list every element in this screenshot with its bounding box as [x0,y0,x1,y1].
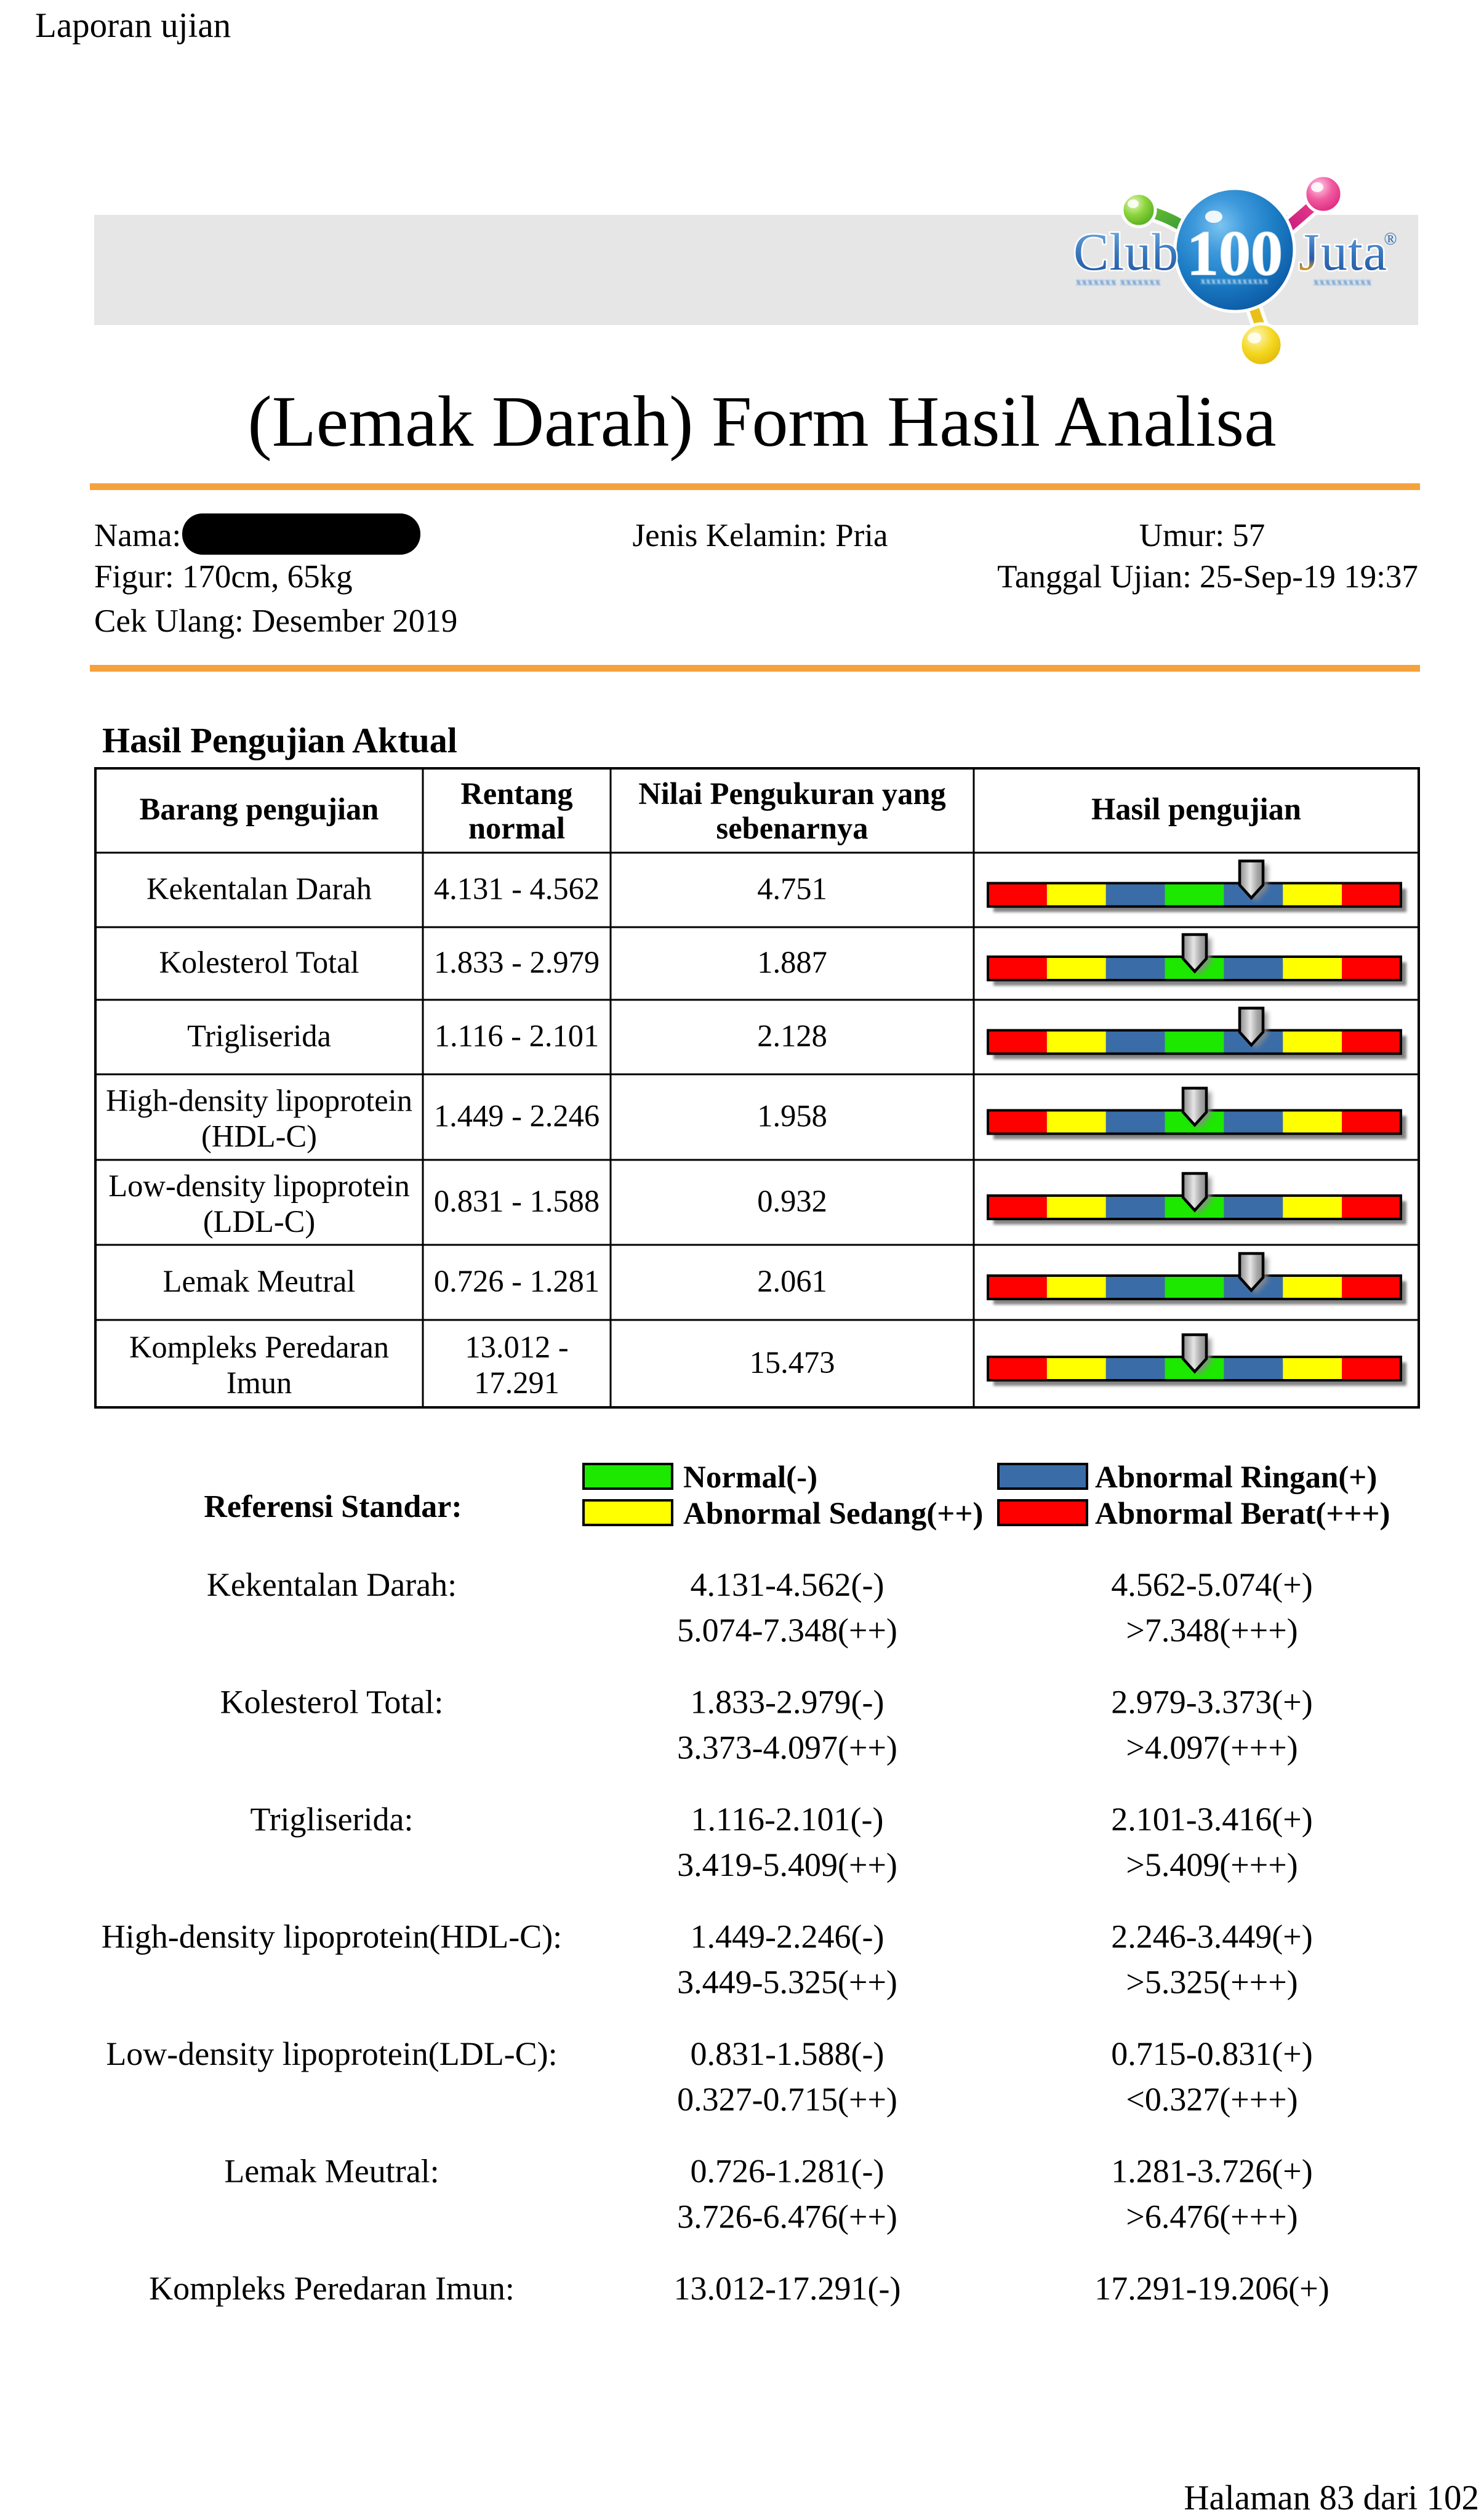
svg-text:1.449-2.246(-): 1.449-2.246(-) [691,1918,884,1955]
svg-text:Trigliserida:: Trigliserida: [250,1801,413,1838]
svg-text:0.726 - 1.281: 0.726 - 1.281 [434,1264,600,1298]
svg-text:normal: normal [468,811,565,845]
svg-text:(LDL-C): (LDL-C) [203,1204,315,1239]
svg-text:0.831 - 1.588: 0.831 - 1.588 [434,1184,600,1218]
svg-text:17.291: 17.291 [474,1366,560,1400]
svg-text:1.887: 1.887 [757,945,827,979]
svg-text:>7.348(+++): >7.348(+++) [1126,1612,1297,1649]
svg-text:1.449 - 2.246: 1.449 - 2.246 [434,1099,600,1133]
svg-text:13.012 -: 13.012 - [465,1330,568,1364]
svg-text:Nilai Pengukuran yang: Nilai Pengukuran yang [638,776,946,811]
svg-text:3.449-5.325(++): 3.449-5.325(++) [677,1964,897,2001]
svg-text:Abnormal Berat(+++): Abnormal Berat(+++) [1095,1497,1390,1531]
svg-text:Nama:: Nama: [94,518,181,553]
svg-text:0.831-1.588(-): 0.831-1.588(-) [691,2035,884,2072]
svg-text:>4.097(+++): >4.097(+++) [1126,1729,1297,1766]
svg-text:<0.327(+++): <0.327(+++) [1126,2081,1297,2118]
svg-text:Trigliserida: Trigliserida [187,1019,331,1053]
svg-text:3.373-4.097(++): 3.373-4.097(++) [677,1729,897,1766]
svg-text:Cek Ulang: Desember 2019: Cek Ulang: Desember 2019 [94,603,457,639]
svg-text:Tanggal Ujian: 25-Sep-19 19:37: Tanggal Ujian: 25-Sep-19 19:37 [997,559,1418,595]
svg-text:xxxxxxxxxx: xxxxxxxxxx [1314,276,1372,288]
svg-text:sebenarnya: sebenarnya [716,811,868,845]
svg-text:1.116-2.101(-): 1.116-2.101(-) [691,1801,884,1838]
svg-text:1.116 - 2.101: 1.116 - 2.101 [435,1019,599,1053]
svg-text:1.958: 1.958 [757,1099,827,1133]
svg-text:Laporan ujian: Laporan ujian [35,6,231,45]
svg-text:0.932: 0.932 [757,1184,827,1218]
svg-text:Jenis Kelamin: Pria: Jenis Kelamin: Pria [632,518,888,553]
svg-text:Imun: Imun [227,1366,292,1400]
svg-text:uta: uta [1321,222,1387,281]
svg-text:Kekentalan Darah: Kekentalan Darah [146,872,372,906]
svg-text:xxxxxxxxxxxxx: xxxxxxxxxxxxx [1201,276,1269,286]
svg-text:Kompleks Peredaran: Kompleks Peredaran [129,1330,389,1364]
svg-text:Figur: 170cm, 65kg: Figur: 170cm, 65kg [94,559,353,595]
svg-text:xxxxxxx xxxxxxx: xxxxxxx xxxxxxx [1076,276,1161,288]
svg-text:2.101-3.416(+): 2.101-3.416(+) [1111,1801,1312,1838]
svg-text:1.833-2.979(-): 1.833-2.979(-) [691,1684,884,1721]
svg-text:2.979-3.373(+): 2.979-3.373(+) [1111,1684,1312,1721]
svg-text:1.833 - 2.979: 1.833 - 2.979 [434,945,600,979]
svg-text:4.131-4.562(-): 4.131-4.562(-) [691,1566,884,1603]
svg-text:(Lemak Darah) Form Hasil Anali: (Lemak Darah) Form Hasil Analisa [247,381,1276,462]
svg-text:15.473: 15.473 [750,1345,835,1380]
svg-text:Low-density lipoprotein: Low-density lipoprotein [108,1168,410,1203]
svg-text:>5.325(+++): >5.325(+++) [1126,1964,1297,2001]
svg-text:3.726-6.476(++): 3.726-6.476(++) [677,2198,897,2235]
svg-text:Barang pengujian: Barang pengujian [140,792,379,826]
svg-text:100: 100 [1187,218,1283,289]
svg-text:J: J [1299,222,1319,281]
svg-text:Kekentalan Darah:: Kekentalan Darah: [207,1566,457,1603]
svg-text:3.419-5.409(++): 3.419-5.409(++) [677,1846,897,1883]
svg-text:4.562-5.074(+): 4.562-5.074(+) [1111,1566,1312,1603]
svg-text:5.074-7.348(++): 5.074-7.348(++) [677,1612,897,1649]
svg-text:Umur: 57: Umur: 57 [1139,518,1265,553]
svg-text:2.061: 2.061 [757,1264,827,1298]
svg-text:High-density lipoprotein: High-density lipoprotein [106,1084,412,1118]
svg-text:Rentang: Rentang [460,776,572,811]
svg-text:0.327-0.715(++): 0.327-0.715(++) [677,2081,897,2118]
svg-text:1.281-3.726(+): 1.281-3.726(+) [1111,2153,1312,2190]
svg-text:Abnormal Ringan(+): Abnormal Ringan(+) [1095,1460,1377,1495]
svg-text:4.131 - 4.562: 4.131 - 4.562 [434,872,600,906]
svg-text:Lemak Meutral:: Lemak Meutral: [224,2153,439,2190]
svg-text:Kolesterol Total:: Kolesterol Total: [220,1684,444,1721]
svg-text:2.128: 2.128 [757,1019,827,1053]
svg-text:Lemak Meutral: Lemak Meutral [163,1264,356,1298]
svg-text:Low-density lipoprotein(LDL-C): Low-density lipoprotein(LDL-C): [106,2035,557,2072]
svg-text:0.726-1.281(-): 0.726-1.281(-) [691,2153,884,2190]
svg-text:High-density lipoprotein(HDL-C: High-density lipoprotein(HDL-C): [102,1918,562,1955]
svg-text:>5.409(+++): >5.409(+++) [1126,1846,1297,1883]
svg-text:4.751: 4.751 [757,872,827,906]
svg-text:13.012-17.291(-): 13.012-17.291(-) [674,2270,901,2307]
svg-text:Halaman 83 dari 102: Halaman 83 dari 102 [1184,2479,1479,2517]
svg-text:Kompleks Peredaran Imun:: Kompleks Peredaran Imun: [149,2270,515,2307]
svg-text:Kolesterol Total: Kolesterol Total [159,945,359,979]
svg-text:Club: Club [1073,222,1179,281]
svg-text:(HDL-C): (HDL-C) [201,1119,317,1154]
svg-text:Hasil Pengujian Aktual: Hasil Pengujian Aktual [102,720,457,760]
svg-text:Hasil pengujian: Hasil pengujian [1091,792,1301,826]
svg-text:>6.476(+++): >6.476(+++) [1126,2198,1297,2235]
svg-text:Referensi Standar:: Referensi Standar: [204,1489,462,1524]
svg-text:Abnormal Sedang(++): Abnormal Sedang(++) [683,1497,983,1531]
svg-text:2.246-3.449(+): 2.246-3.449(+) [1111,1918,1312,1955]
svg-text:17.291-19.206(+): 17.291-19.206(+) [1094,2270,1329,2307]
svg-text:Normal(-): Normal(-) [683,1460,817,1495]
svg-text:®: ® [1384,230,1397,249]
svg-text:0.715-0.831(+): 0.715-0.831(+) [1111,2035,1312,2072]
